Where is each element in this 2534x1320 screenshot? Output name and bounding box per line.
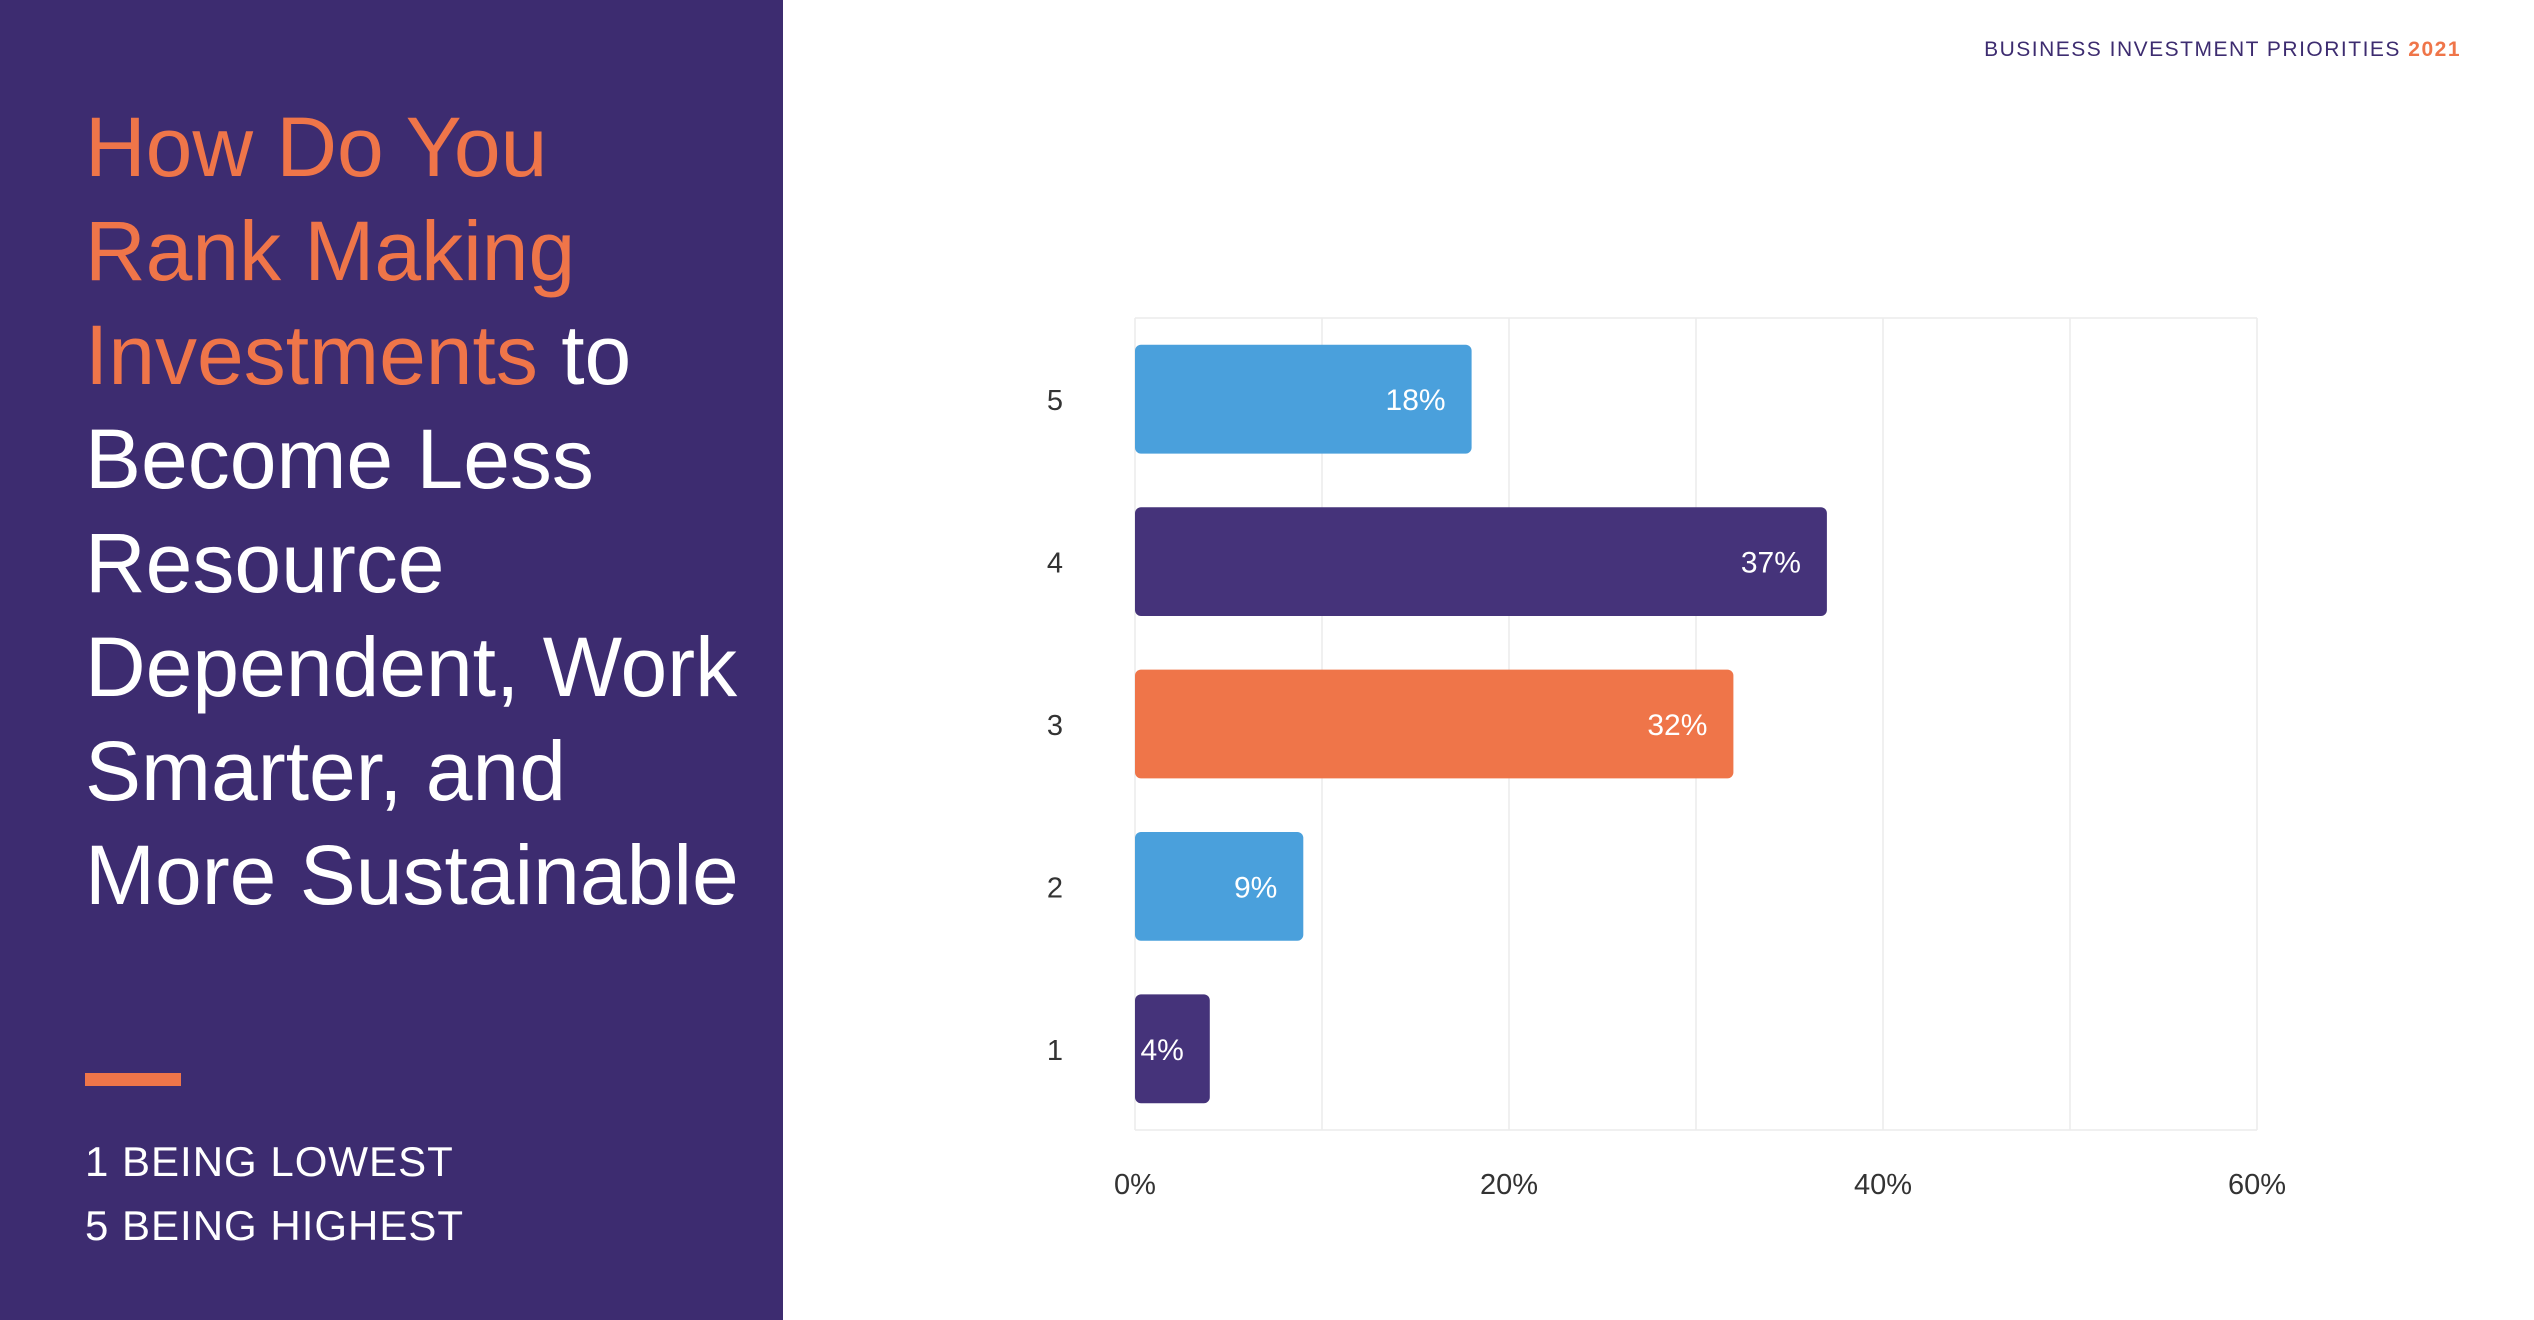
title-rest: to Become Less Resource Dependent, Work … — [85, 308, 739, 922]
page-title: How Do You Rank Making Investments to Be… — [85, 95, 765, 927]
category-label-5: 5 — [1047, 385, 1063, 417]
category-label-1: 1 — [1047, 1035, 1063, 1067]
x-tick-label-0: 0% — [1114, 1169, 1156, 1201]
bar-5 — [1135, 344, 1472, 454]
bar-2 — [1135, 831, 1304, 941]
data-label-3: 32% — [1647, 709, 1707, 742]
title-highlight: How Do You Rank Making Investments — [85, 100, 576, 402]
data-label-2: 9% — [1234, 871, 1277, 904]
left-panel: How Do You Rank Making Investments to Be… — [0, 0, 783, 1320]
x-tick-label-60: 60% — [2228, 1169, 2286, 1201]
category-label-3: 3 — [1047, 710, 1063, 742]
scale-note-highest: 5 BEING HIGHEST — [85, 1202, 465, 1249]
scale-note-lowest: 1 BEING LOWEST — [85, 1138, 454, 1185]
data-label-1: 4% — [1140, 1034, 1183, 1067]
category-label-4: 4 — [1047, 548, 1063, 580]
report-year: 2021 — [2408, 38, 2461, 61]
bar-1 — [1135, 994, 1210, 1104]
data-label-4: 37% — [1741, 547, 1801, 580]
data-label-5: 18% — [1386, 384, 1446, 417]
report-title: BUSINESS INVESTMENT PRIORITIES — [1984, 38, 2401, 61]
bar-3 — [1135, 669, 1734, 779]
category-label-2: 2 — [1047, 872, 1063, 904]
report-header: BUSINESS INVESTMENT PRIORITIES 2021 — [1984, 38, 2461, 62]
x-tick-label-40: 40% — [1854, 1169, 1912, 1201]
x-tick-label-20: 20% — [1480, 1169, 1538, 1201]
accent-divider — [85, 1073, 181, 1086]
bar-4 — [1135, 507, 1827, 617]
